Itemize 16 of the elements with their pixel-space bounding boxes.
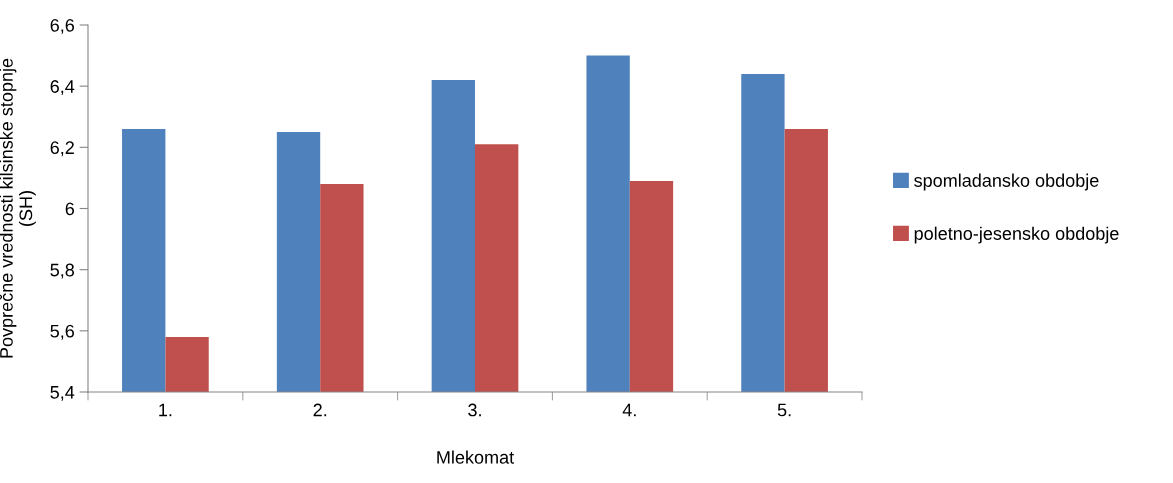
x-tick-label: 4. [622, 403, 636, 417]
x-tick-label: 2. [313, 403, 327, 417]
x-tick-label: 3. [468, 403, 481, 417]
y-tick-label: 5,4 [50, 386, 75, 401]
y-tick-label: 6,6 [50, 18, 75, 34]
y-axis-title: Povprečne vrednosti kilsinske stopnje (SH) [0, 58, 36, 358]
y-tick-label: 6,4 [50, 80, 75, 96]
x-tick-label: 5. [777, 403, 791, 417]
y-tick-label: 5,8 [50, 263, 75, 279]
y-tick-label: 6,2 [50, 141, 74, 157]
y-tick-label: 5,6 [50, 324, 75, 340]
x-tick-label: 1. [159, 403, 172, 417]
legend-label: spomladansko obdobje [914, 173, 1099, 191]
x-axis-title: Mlekomat [437, 450, 514, 464]
y-tick-label: 6 [65, 202, 75, 216]
legend-label: poletno-jesensko obdobje [914, 226, 1119, 244]
